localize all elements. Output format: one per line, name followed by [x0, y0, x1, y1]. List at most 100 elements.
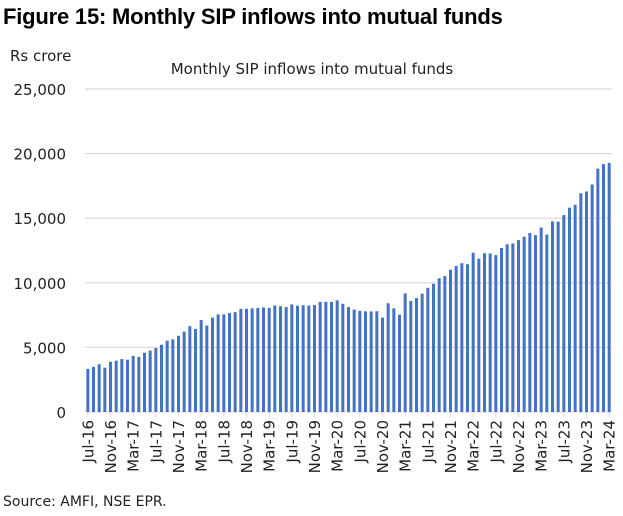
- bar: [505, 244, 509, 412]
- bar: [233, 312, 237, 412]
- x-tick-label: Mar-22: [465, 420, 483, 472]
- bar: [471, 252, 475, 412]
- bar: [517, 240, 520, 412]
- y-tick-label: 0: [56, 404, 66, 422]
- bar: [534, 235, 537, 412]
- bar: [296, 305, 299, 412]
- bar: [596, 168, 600, 412]
- x-tick-label: Nov-23: [578, 420, 596, 473]
- bar: [500, 248, 503, 412]
- x-tick-label: Mar-17: [125, 420, 143, 472]
- bar: [477, 258, 481, 412]
- bar: [137, 356, 141, 412]
- bar: [284, 307, 288, 412]
- bar: [579, 193, 583, 412]
- bar: [318, 301, 322, 412]
- x-tick-label: Nov-16: [102, 420, 120, 473]
- bar: [160, 344, 163, 412]
- bar: [182, 331, 186, 412]
- bar: [273, 305, 277, 412]
- bar: [381, 317, 384, 412]
- bar: [245, 308, 248, 412]
- bar: [483, 253, 486, 412]
- bar: [556, 221, 560, 412]
- bar: [307, 305, 311, 412]
- bar: [313, 305, 316, 412]
- bar: [103, 367, 107, 412]
- bar: [324, 301, 328, 412]
- bar: [364, 311, 367, 412]
- bar: [97, 364, 101, 412]
- y-tick-label: 15,000: [14, 210, 67, 228]
- bar: [375, 311, 379, 412]
- bar: [369, 311, 373, 412]
- bar: [590, 184, 594, 412]
- bar: [454, 265, 458, 412]
- bar: [335, 300, 339, 412]
- bar: [239, 308, 243, 412]
- bar: [398, 314, 401, 412]
- bar: [194, 328, 197, 412]
- bar: [301, 305, 305, 412]
- bar: [290, 304, 294, 412]
- bar: [262, 307, 265, 412]
- x-tick-label: Jul-16: [79, 420, 97, 464]
- figure-title: Figure 15: Monthly SIP inflows into mutu…: [3, 4, 503, 29]
- x-tick-label: Jul-22: [487, 420, 505, 464]
- bar: [568, 207, 571, 412]
- bar: [216, 314, 220, 412]
- bar: [426, 287, 430, 412]
- x-tick-label: Mar-19: [261, 420, 279, 472]
- bar: [449, 269, 452, 412]
- bar: [199, 320, 203, 412]
- bar: [488, 253, 492, 412]
- bar: [154, 348, 158, 412]
- bar: [205, 325, 209, 412]
- x-tick-label: Mar-18: [193, 420, 211, 472]
- y-tick-label: 25,000: [14, 81, 67, 99]
- bar: [347, 307, 350, 412]
- x-tick-label: Mar-24: [601, 420, 619, 472]
- x-tick-label: Jul-19: [283, 420, 301, 464]
- bar: [143, 352, 146, 412]
- bar: [539, 227, 543, 412]
- bar: [165, 340, 169, 412]
- bar: [211, 317, 214, 412]
- bar: [437, 278, 441, 412]
- bar: [114, 360, 118, 412]
- bar: [415, 298, 418, 412]
- x-tick-label: Nov-20: [374, 420, 392, 473]
- bar: [171, 339, 175, 412]
- bar: [267, 307, 271, 412]
- bar: [432, 283, 435, 412]
- x-tick-label: Nov-18: [238, 420, 256, 473]
- bar: [545, 234, 549, 412]
- bar: [222, 314, 226, 412]
- bar: [511, 243, 515, 412]
- bar: [403, 293, 407, 412]
- x-tick-label: Mar-21: [397, 420, 415, 472]
- bar: [352, 309, 356, 412]
- bar: [177, 335, 180, 412]
- x-tick-label: Jul-20: [351, 420, 369, 464]
- bar: [126, 359, 129, 412]
- bar: [409, 300, 413, 412]
- bar: [109, 361, 112, 412]
- bar: [528, 232, 532, 412]
- bar: [585, 191, 588, 412]
- bar: [279, 306, 282, 412]
- bar: [188, 326, 192, 412]
- bar: [392, 308, 396, 412]
- bar: [228, 313, 231, 412]
- source-note: Source: AMFI, NSE EPR.: [3, 494, 167, 510]
- bar: [443, 276, 447, 412]
- bar: [466, 264, 469, 412]
- bar: [522, 236, 526, 412]
- x-tick-label: Nov-22: [510, 420, 528, 473]
- x-tick-label: Nov-17: [170, 420, 188, 473]
- y-tick-label: 10,000: [14, 275, 67, 293]
- bar: [551, 221, 554, 412]
- y-axis-unit-label: Rs crore: [10, 47, 72, 65]
- bar: [341, 303, 345, 412]
- x-tick-label: Jul-18: [215, 420, 233, 464]
